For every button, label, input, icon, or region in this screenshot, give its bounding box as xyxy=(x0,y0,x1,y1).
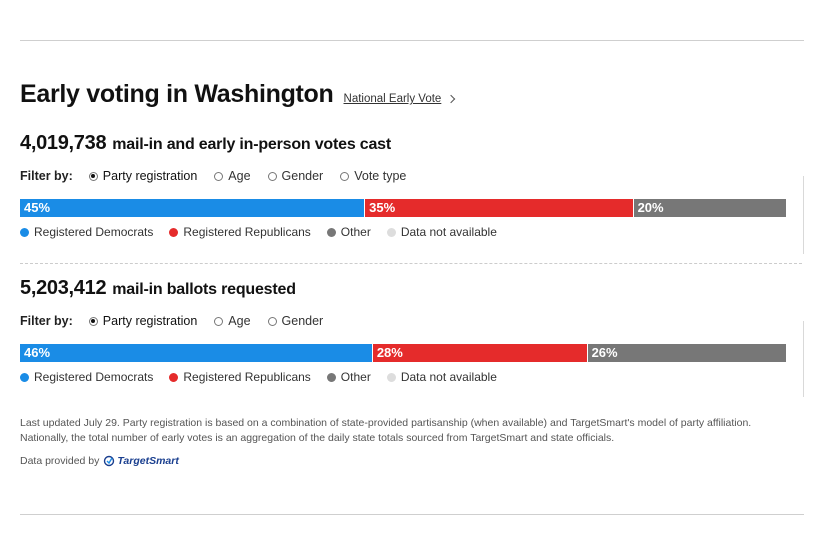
legend-label: Data not available xyxy=(400,225,497,239)
other-segment: 26% xyxy=(587,344,787,362)
filter-age[interactable]: Age xyxy=(214,314,251,328)
filter-gender[interactable]: Gender xyxy=(267,314,324,328)
bottom-divider xyxy=(20,514,804,515)
section-divider xyxy=(20,263,802,264)
legend-dot xyxy=(386,227,396,237)
section-edge-line xyxy=(803,321,804,397)
filter-option-label: Age xyxy=(228,169,251,183)
legend-not-available: Data not available xyxy=(386,370,497,384)
filter-vote-type[interactable]: Vote type xyxy=(340,169,406,183)
votes-cast-filter-row: Filter by: Party registration Age Gender… xyxy=(20,169,804,183)
radio-icon xyxy=(267,316,277,326)
votes-cast-section: 4,019,738 mail-in and early in-person vo… xyxy=(20,132,804,254)
legend-republicans: Registered Republicans xyxy=(169,370,311,384)
legend-dot xyxy=(386,372,396,382)
filter-option-label: Gender xyxy=(281,169,324,183)
legend-dot xyxy=(20,372,29,382)
legend-label: Other xyxy=(340,225,371,239)
legend-dot xyxy=(169,227,179,237)
ballots-requested-stacked-bar: 46% 28% 26% xyxy=(20,344,787,362)
segment-label: 46% xyxy=(24,345,51,360)
legend-dot xyxy=(169,372,179,382)
republicans-segment: 35% xyxy=(365,199,634,217)
radio-selected-icon xyxy=(88,316,98,326)
ballots-requested-headline: 5,203,412 mail-in ballots requested xyxy=(20,277,804,300)
radio-icon xyxy=(214,171,224,181)
filter-option-label: Gender xyxy=(281,314,324,328)
chevron-right-icon xyxy=(447,94,456,104)
legend-dot xyxy=(326,372,336,382)
other-segment: 20% xyxy=(633,199,787,217)
legend-label: Data not available xyxy=(400,370,497,384)
filter-label: Filter by: xyxy=(20,169,73,183)
legend-dot xyxy=(20,227,29,237)
filter-party-registration[interactable]: Party registration xyxy=(88,314,198,328)
radio-selected-icon xyxy=(88,171,98,181)
provided-by-label: Data provided by xyxy=(20,455,100,467)
filter-gender[interactable]: Gender xyxy=(267,169,324,183)
ballots-requested-subtitle: mail-in ballots requested xyxy=(112,281,296,298)
radio-icon xyxy=(340,171,350,181)
segment-label: 45% xyxy=(24,200,51,215)
targetsmart-logo[interactable]: TargetSmart xyxy=(103,455,179,467)
republicans-segment: 28% xyxy=(372,344,588,362)
filter-option-label: Vote type xyxy=(354,169,407,183)
filter-label: Filter by: xyxy=(20,314,73,328)
ballots-requested-count: 5,203,412 xyxy=(20,277,107,299)
votes-cast-stacked-bar: 45% 35% 20% xyxy=(20,199,787,217)
legend-republicans: Registered Republicans xyxy=(169,225,311,239)
segment-label: 26% xyxy=(591,345,618,360)
ballots-requested-filter-row: Filter by: Party registration Age Gender xyxy=(20,314,804,328)
legend-label: Registered Republicans xyxy=(183,225,311,239)
top-divider xyxy=(20,40,804,41)
page-title: Early voting in Washington xyxy=(20,80,334,108)
radio-icon xyxy=(267,171,277,181)
filter-option-label: Party registration xyxy=(102,314,198,328)
votes-cast-subtitle: mail-in and early in-person votes cast xyxy=(112,136,391,153)
radio-icon xyxy=(214,316,224,326)
legend-label: Registered Republicans xyxy=(183,370,311,384)
targetsmart-icon xyxy=(104,455,115,467)
legend-other: Other xyxy=(326,225,371,239)
democrats-segment: 46% xyxy=(20,344,373,362)
votes-cast-count: 4,019,738 xyxy=(20,132,107,154)
legend-dot xyxy=(326,227,336,237)
legend-label: Registered Democrats xyxy=(34,370,154,384)
title-row: Early voting in Washington National Earl… xyxy=(20,80,456,109)
legend-not-available: Data not available xyxy=(386,225,497,239)
data-provider: Data provided by TargetSmart xyxy=(20,455,179,467)
national-early-vote-link[interactable]: National Early Vote xyxy=(343,93,456,105)
segment-label: 35% xyxy=(369,200,396,215)
segment-label: 20% xyxy=(637,200,664,215)
legend-democrats: Registered Democrats xyxy=(20,370,153,384)
legend-other: Other xyxy=(326,370,371,384)
filter-option-label: Age xyxy=(228,314,251,328)
filter-age[interactable]: Age xyxy=(214,169,251,183)
filter-party-registration[interactable]: Party registration xyxy=(88,169,198,183)
national-early-vote-label: National Early Vote xyxy=(343,93,442,105)
filter-option-label: Party registration xyxy=(102,169,198,183)
democrats-segment: 45% xyxy=(20,199,366,217)
legend-label: Other xyxy=(340,370,371,384)
footnote: Last updated July 29. Party registration… xyxy=(20,417,752,444)
section-edge-line xyxy=(803,176,804,254)
ballots-requested-legend: Registered Democrats Registered Republic… xyxy=(20,370,804,384)
ballots-requested-section: 5,203,412 mail-in ballots requested Filt… xyxy=(20,277,804,397)
targetsmart-logo-text: TargetSmart xyxy=(117,455,179,467)
legend-democrats: Registered Democrats xyxy=(20,225,153,239)
legend-label: Registered Democrats xyxy=(34,225,154,239)
votes-cast-headline: 4,019,738 mail-in and early in-person vo… xyxy=(20,132,804,155)
segment-label: 28% xyxy=(376,345,403,360)
votes-cast-legend: Registered Democrats Registered Republic… xyxy=(20,225,804,239)
